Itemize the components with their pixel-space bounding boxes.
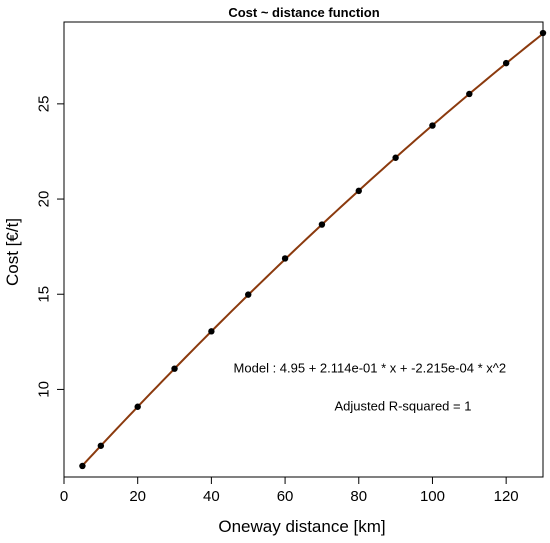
data-point: [97, 442, 105, 449]
data-points: [79, 29, 547, 470]
x-axis-label: Oneway distance [km]: [218, 517, 385, 536]
data-point: [539, 29, 547, 37]
data-point: [466, 90, 473, 98]
data-point: [134, 403, 141, 410]
data-point: [208, 328, 215, 335]
chart-title: Cost ~ distance function: [228, 5, 379, 20]
data-point: [79, 462, 86, 470]
x-tick-label: 80: [350, 488, 367, 505]
y-tick-label: 15: [36, 286, 53, 303]
x-axis: 0 20 40 60 80 100 120: [60, 477, 519, 505]
plot-frame: [63, 21, 544, 478]
x-tick-label: 100: [420, 488, 445, 505]
y-tick-label: 20: [36, 191, 53, 208]
x-tick-label: 20: [129, 488, 146, 505]
x-tick-label: 120: [494, 488, 519, 505]
data-point: [392, 154, 399, 161]
x-tick-label: 60: [277, 488, 294, 505]
data-point: [281, 255, 289, 262]
data-point: [318, 221, 326, 228]
model-annotation: Model : 4.95 + 2.114e-01 * x + -2.215e-0…: [234, 360, 507, 375]
data-point: [355, 187, 362, 195]
data-point: [171, 365, 178, 372]
data-point: [502, 59, 510, 67]
y-tick-label: 25: [36, 96, 53, 113]
r-squared-annotation: Adjusted R-squared = 1: [335, 398, 472, 413]
x-tick-label: 40: [203, 488, 220, 505]
data-point: [245, 291, 252, 298]
y-tick-label: 10: [36, 381, 53, 398]
y-axis-label: Cost [€/t]: [3, 218, 22, 286]
data-point: [429, 122, 436, 129]
fitted-curve: [81, 32, 544, 467]
x-tick-label: 0: [60, 488, 68, 505]
y-axis: 10 15 20 25: [36, 96, 64, 398]
